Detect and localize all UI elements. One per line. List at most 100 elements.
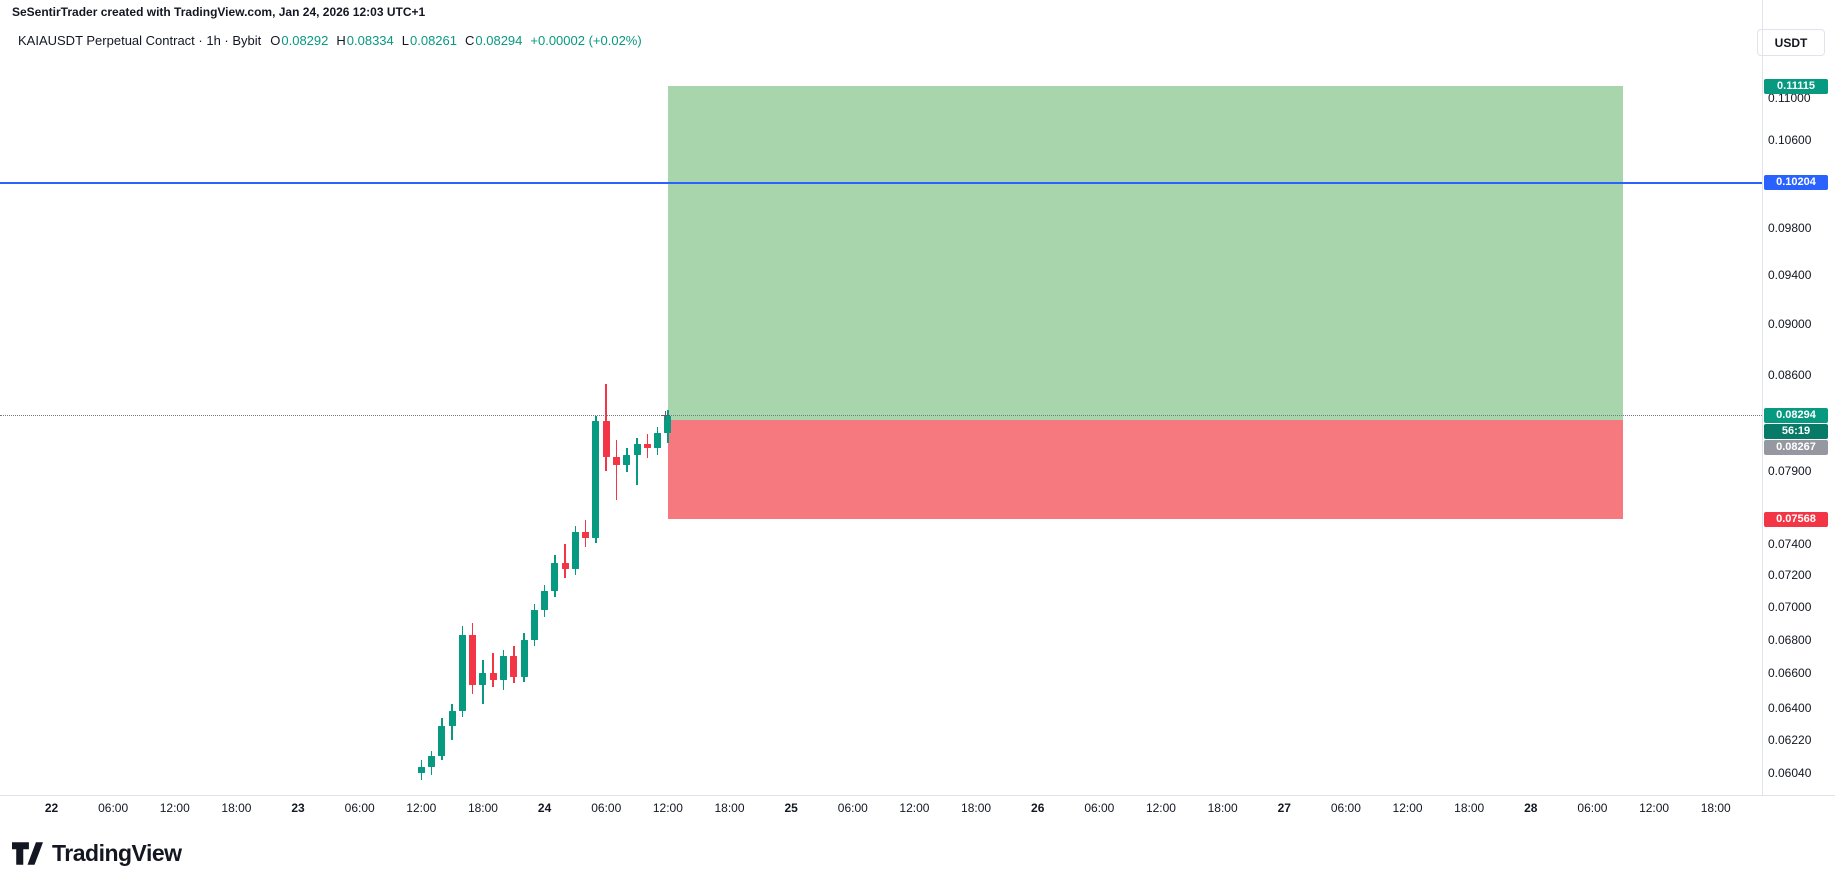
candle-body [417,767,425,773]
tradingview-logo-text: TradingView [52,840,182,866]
candle-body [602,420,610,457]
last-price-badge: 0.08294 [1764,408,1828,424]
price-tick-label: 0.11000 [1768,90,1811,105]
price-tick-label: 0.06400 [1768,700,1812,715]
price-tick-label: 0.07900 [1768,463,1812,478]
time-tick-label: 24 [537,801,552,815]
price-tick-label: 0.06220 [1768,732,1812,747]
time-tick-label: 18:00 [1454,801,1485,815]
time-tick-label: 06:00 [1084,801,1115,815]
candle-wick [636,438,638,486]
candle-body [664,415,672,433]
price-tick-label: 0.08600 [1768,368,1812,383]
candle-body [479,673,487,686]
candle-body [623,455,631,466]
price-tick-label: 0.09800 [1768,221,1812,236]
candle-body [428,756,436,768]
price-tick-label: 0.06040 [1768,766,1812,780]
long-position-loss-zone[interactable] [667,419,1624,520]
time-tick-label: 12:00 [159,801,190,815]
time-tick-label: 06:00 [98,801,129,815]
time-tick-label: 22 [44,801,59,815]
candle-body [592,420,600,539]
candle-wick [564,544,566,579]
price-tick-label: 0.09400 [1768,267,1812,282]
open-value: 0.08292 [281,33,329,48]
price-tick-label: 0.09000 [1768,316,1812,331]
candle-body [654,432,662,449]
time-tick-label: 12:00 [1145,801,1176,815]
close-value: 0.08294 [475,33,523,48]
alert-price-badge: 0.10204 [1764,175,1828,191]
target-price-badge: 0.11115 [1764,78,1828,94]
time-tick-label: 18:00 [467,801,498,815]
time-tick-label: 18:00 [961,801,992,815]
candle-body [551,562,559,591]
close-label: C [465,33,475,48]
time-tick-label: 25 [784,801,798,815]
low-label: L [401,33,409,48]
time-tick-label: 12:00 [1392,801,1423,815]
entry-price-badge: 0.08267 [1764,440,1828,456]
price-tick-label: 0.06800 [1768,632,1812,647]
time-tick-label: 12:00 [406,801,437,815]
time-tick-label: 12:00 [1639,801,1670,815]
long-position-profit-zone[interactable] [667,86,1624,420]
alert-price-line[interactable] [0,181,1762,184]
candle-wick [615,439,618,500]
time-tick-label: 06:00 [591,801,622,815]
candle-body [613,456,620,466]
time-tick-label: 12:00 [652,801,683,815]
change-value: +0.00002 (+0.02%) [530,33,642,48]
candle-wick [492,652,494,687]
candle-body [633,443,641,456]
time-tick-label: 28 [1524,801,1538,815]
time-tick-label: 18:00 [221,801,252,815]
time-tick-label: 06:00 [1577,801,1608,815]
low-value: 0.08261 [410,33,457,48]
time-tick-label: 18:00 [714,801,745,815]
candle-body [469,634,477,686]
tradingview-logo-icon [12,842,43,865]
time-tick-label: 06:00 [344,801,375,815]
price-axis-separator [1762,0,1763,795]
candle-body [530,610,538,640]
stop-price-badge: 0.07568 [1764,511,1828,527]
time-tick-label: 27 [1277,801,1291,815]
high-label: H [336,33,346,48]
tradingview-logo[interactable]: TradingView [12,840,182,867]
currency-toggle-button[interactable]: USDT [1757,29,1825,56]
position-entry-handle[interactable] [660,411,670,421]
time-tick-label: 06:00 [837,801,868,815]
candle-body [500,656,507,680]
candle-body [510,656,518,677]
snapshot-watermark: SeSentirTrader created with TradingView.… [12,5,426,19]
candle-body [643,443,651,449]
candle-body [541,590,549,611]
candle-body [489,673,497,680]
price-tick-label: 0.10600 [1768,132,1812,147]
time-tick-label: 23 [291,801,305,815]
symbol-info-row: KAIAUSDT Perpetual Contract · 1h · Bybit… [18,33,642,48]
candle-body [448,711,456,726]
price-tick-label: 0.07000 [1768,599,1812,614]
high-value: 0.08334 [346,33,394,48]
time-tick-label: 18:00 [1700,801,1731,815]
open-label: O [270,33,281,48]
time-tick-label: 12:00 [899,801,930,815]
last-price-line [0,414,1762,416]
price-tick-label: 0.07400 [1768,537,1812,552]
candle-body [561,562,569,569]
candle-body [438,725,446,757]
time-tick-label: 18:00 [1207,801,1238,815]
bar-countdown-badge: 56:19 [1764,424,1828,440]
symbol-title[interactable]: KAIAUSDT Perpetual Contract · 1h · Bybit [18,33,262,48]
time-tick-label: 26 [1031,801,1045,815]
chart-pane[interactable] [0,0,1762,795]
price-tick-label: 0.06600 [1768,666,1812,681]
candle-body [520,639,528,677]
candle-body [458,634,466,712]
time-axis-separator [0,795,1835,796]
candle-body [571,532,579,569]
